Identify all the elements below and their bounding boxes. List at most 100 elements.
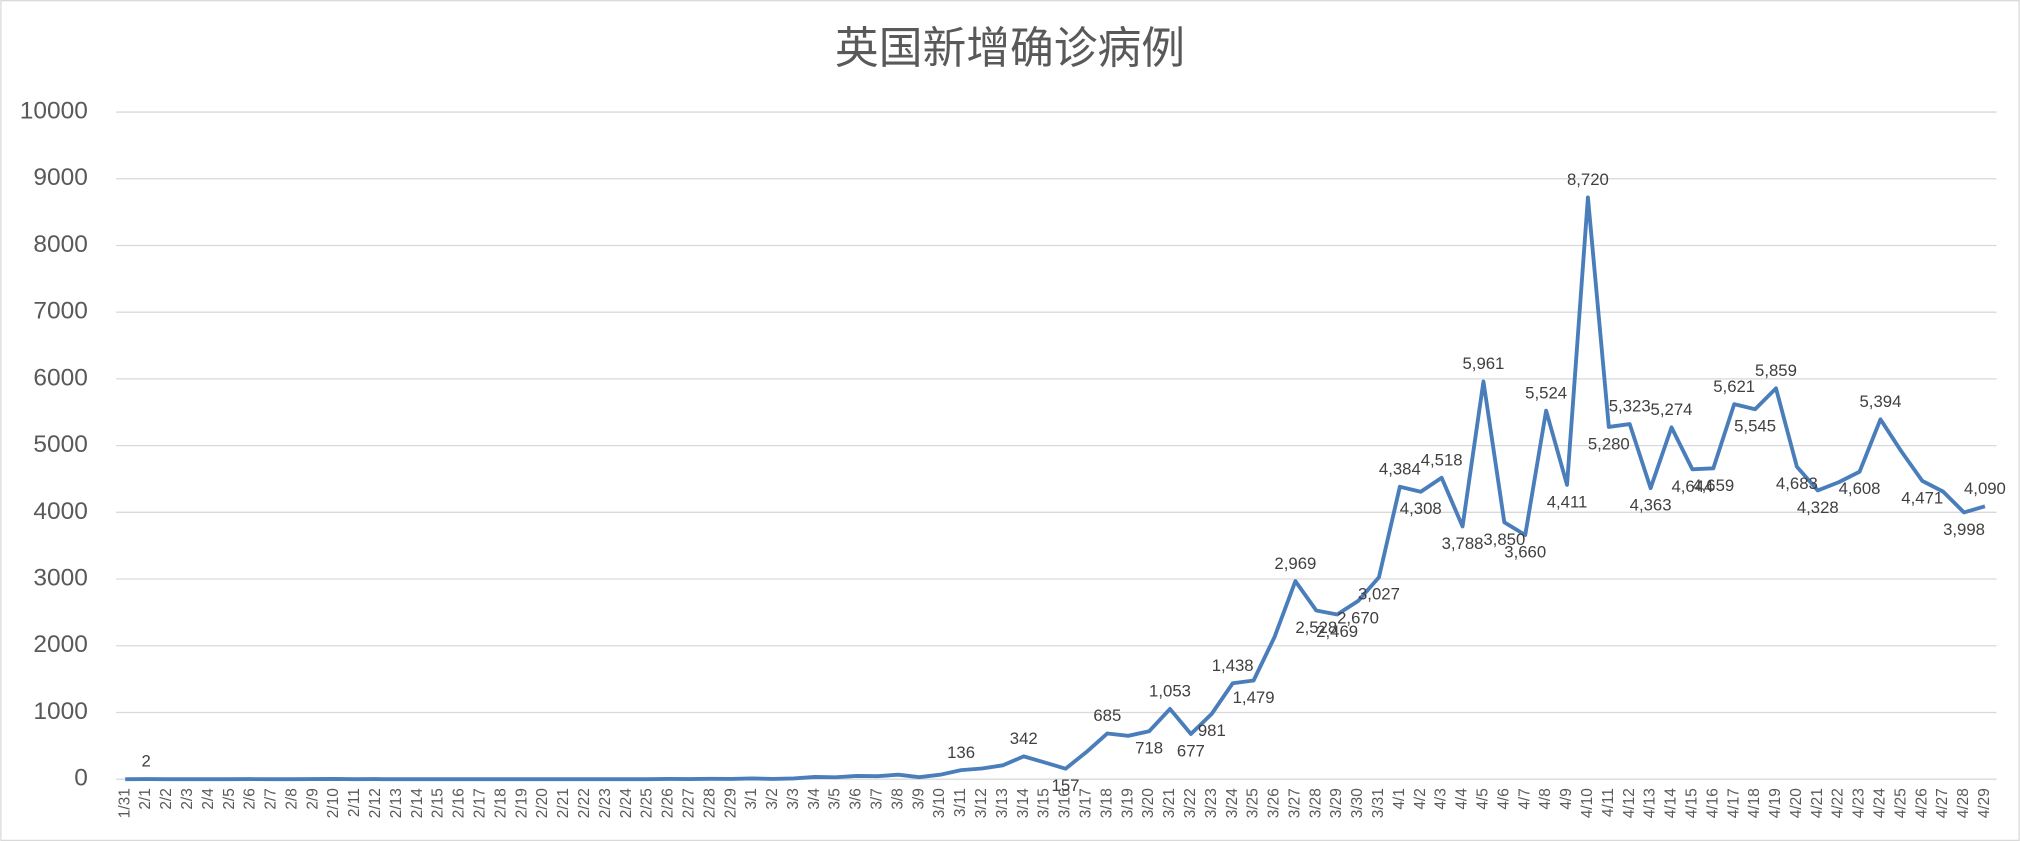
x-tick-label: 3/26 xyxy=(1266,788,1283,818)
x-tick-label: 3/16 xyxy=(1057,788,1074,818)
y-tick-label: 4000 xyxy=(33,498,87,525)
x-tick-label: 4/7 xyxy=(1516,788,1533,809)
x-tick-label: 3/11 xyxy=(952,788,969,817)
x-tick-label: 2/16 xyxy=(451,788,468,818)
x-tick-label: 3/28 xyxy=(1307,788,1324,818)
x-tick-label: 2/24 xyxy=(618,788,635,818)
x-tick-label: 2/28 xyxy=(701,788,718,818)
data-label: 718 xyxy=(1135,739,1163,758)
x-tick-label: 3/22 xyxy=(1182,788,1199,818)
data-label: 4,384 xyxy=(1379,459,1421,478)
x-tick-label: 4/8 xyxy=(1537,788,1554,809)
x-tick-label: 2/17 xyxy=(472,788,489,818)
x-tick-label: 4/4 xyxy=(1454,788,1471,810)
x-tick-label: 4/12 xyxy=(1621,788,1638,818)
data-label: 4,471 xyxy=(1901,488,1943,507)
data-label: 685 xyxy=(1093,706,1121,725)
x-tick-label: 4/25 xyxy=(1892,788,1909,818)
x-tick-label: 4/21 xyxy=(1809,788,1826,818)
data-label: 1,438 xyxy=(1212,656,1254,675)
data-label: 342 xyxy=(1010,729,1038,748)
x-tick-label: 2/8 xyxy=(283,788,300,809)
x-tick-label: 4/20 xyxy=(1788,788,1805,818)
x-tick-label: 2/22 xyxy=(576,788,593,818)
y-tick-label: 9000 xyxy=(33,164,87,191)
x-tick-label: 2/19 xyxy=(513,788,530,818)
x-tick-label: 4/14 xyxy=(1663,788,1680,818)
x-tick-label: 4/29 xyxy=(1976,788,1993,818)
data-label: 1,053 xyxy=(1149,682,1191,701)
x-tick-label: 4/16 xyxy=(1704,788,1721,818)
x-tick-label: 2/14 xyxy=(409,788,426,818)
y-tick-label: 1000 xyxy=(33,698,87,725)
x-tick-label: 3/19 xyxy=(1119,788,1136,818)
x-tick-label: 2/27 xyxy=(680,788,697,818)
x-tick-label: 3/17 xyxy=(1077,788,1094,818)
x-tick-label: 2/7 xyxy=(263,788,280,809)
y-tick-label: 6000 xyxy=(33,364,87,391)
data-label: 5,280 xyxy=(1588,434,1630,453)
x-tick-label: 4/1 xyxy=(1391,788,1408,809)
data-label: 5,621 xyxy=(1713,377,1755,396)
x-tick-label: 2/23 xyxy=(597,788,614,818)
x-tick-label: 1/31 xyxy=(116,788,133,818)
data-label: 136 xyxy=(947,743,975,762)
data-label: 2,469 xyxy=(1316,622,1358,641)
x-tick-label: 2/13 xyxy=(388,788,405,818)
x-tick-label: 2/18 xyxy=(492,788,509,818)
x-tick-label: 2/15 xyxy=(430,788,447,818)
data-label: 2 xyxy=(141,752,150,771)
x-tick-label: 4/22 xyxy=(1830,788,1847,818)
x-tick-label: 2/25 xyxy=(639,788,656,818)
x-tick-label: 3/15 xyxy=(1036,788,1053,818)
data-label: 8,720 xyxy=(1567,170,1609,189)
y-tick-label: 8000 xyxy=(33,231,87,258)
x-tick-label: 3/23 xyxy=(1203,788,1220,818)
data-label: 4,518 xyxy=(1421,450,1463,469)
x-tick-label: 4/24 xyxy=(1872,788,1889,818)
x-tick-label: 3/3 xyxy=(785,788,802,809)
data-label: 981 xyxy=(1198,721,1226,740)
x-tick-label: 4/27 xyxy=(1934,788,1951,818)
data-label: 4,683 xyxy=(1776,474,1818,493)
x-tick-label: 3/12 xyxy=(973,788,990,818)
x-tick-label: 3/9 xyxy=(910,788,927,809)
x-tick-label: 4/17 xyxy=(1725,788,1742,818)
x-tick-label: 4/9 xyxy=(1558,788,1575,809)
x-tick-label: 3/25 xyxy=(1245,788,1262,818)
x-tick-label: 4/6 xyxy=(1495,788,1512,809)
data-label: 1,479 xyxy=(1233,688,1275,707)
y-tick-label: 7000 xyxy=(33,298,87,325)
data-label: 5,859 xyxy=(1755,361,1797,380)
data-label: 4,411 xyxy=(1547,492,1588,511)
x-tick-label: 2/9 xyxy=(304,788,321,809)
y-tick-label: 5000 xyxy=(33,431,87,458)
x-tick-label: 2/1 xyxy=(137,788,154,809)
data-label: 2,969 xyxy=(1274,554,1316,573)
x-tick-label: 2/11 xyxy=(346,788,363,817)
data-label: 3,660 xyxy=(1504,542,1546,561)
data-label: 157 xyxy=(1052,776,1080,795)
y-tick-label: 2000 xyxy=(33,631,87,658)
y-tick-label: 10000 xyxy=(20,98,88,125)
data-label: 4,328 xyxy=(1797,498,1839,517)
data-label: 677 xyxy=(1177,741,1205,760)
y-tick-label: 3000 xyxy=(33,565,87,592)
data-label: 5,274 xyxy=(1651,400,1693,419)
data-label: 4,090 xyxy=(1964,479,2006,498)
x-tick-label: 3/4 xyxy=(806,788,823,810)
data-label: 3,788 xyxy=(1442,534,1484,553)
x-tick-label: 3/13 xyxy=(994,788,1011,818)
data-label: 5,545 xyxy=(1734,417,1776,436)
x-tick-label: 3/29 xyxy=(1328,788,1345,818)
x-tick-label: 3/6 xyxy=(848,788,865,809)
x-tick-label: 2/5 xyxy=(221,788,238,809)
x-tick-label: 2/21 xyxy=(555,788,572,818)
x-tick-label: 2/3 xyxy=(179,788,196,809)
x-tick-label: 3/10 xyxy=(931,788,948,818)
x-tick-label: 3/30 xyxy=(1349,788,1366,818)
x-tick-label: 2/6 xyxy=(242,788,259,809)
x-tick-label: 4/10 xyxy=(1579,788,1596,818)
x-tick-label: 2/12 xyxy=(367,788,384,818)
